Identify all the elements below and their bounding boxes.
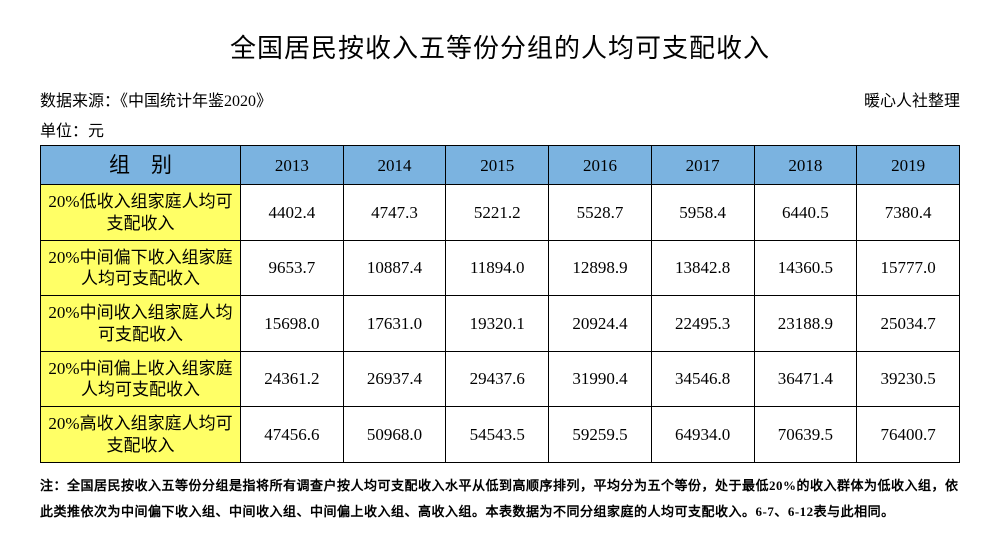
table-header-row: 组 别 2013 2014 2015 2016 2017 2018 2019	[41, 146, 960, 185]
page-title: 全国居民按收入五等份分组的人均可支配收入	[40, 28, 960, 65]
cell-value: 4747.3	[343, 185, 446, 241]
cell-value: 47456.6	[241, 407, 344, 463]
group-header: 组 别	[41, 146, 241, 185]
year-header: 2014	[343, 146, 446, 185]
cell-value: 34546.8	[651, 351, 754, 407]
cell-value: 70639.5	[754, 407, 857, 463]
row-label: 20%中间偏上收入组家庭人均可支配收入	[41, 351, 241, 407]
cell-value: 5221.2	[446, 185, 549, 241]
cell-value: 36471.4	[754, 351, 857, 407]
table-body: 20%低收入组家庭人均可支配收入4402.44747.35221.25528.7…	[41, 185, 960, 463]
source-label: 数据来源：《中国统计年鉴2020》	[40, 87, 272, 111]
row-label: 20%中间收入组家庭人均可支配收入	[41, 296, 241, 352]
year-header: 2017	[651, 146, 754, 185]
cell-value: 39230.5	[857, 351, 960, 407]
cell-value: 6440.5	[754, 185, 857, 241]
cell-value: 59259.5	[549, 407, 652, 463]
table-row: 20%中间偏下收入组家庭人均可支配收入9653.710887.411894.01…	[41, 240, 960, 296]
cell-value: 64934.0	[651, 407, 754, 463]
year-header: 2018	[754, 146, 857, 185]
cell-value: 20924.4	[549, 296, 652, 352]
compiler-label: 暖心人社整理	[864, 87, 960, 111]
cell-value: 50968.0	[343, 407, 446, 463]
cell-value: 4402.4	[241, 185, 344, 241]
footnote-text: 全国居民按收入五等份分组是指将所有调查户按人均可支配收入水平从低到高顺序排列，平…	[40, 478, 959, 519]
meta-row: 数据来源：《中国统计年鉴2020》 暖心人社整理	[40, 87, 960, 111]
cell-value: 54543.5	[446, 407, 549, 463]
table-row: 20%高收入组家庭人均可支配收入47456.650968.054543.5592…	[41, 407, 960, 463]
page-container: 全国居民按收入五等份分组的人均可支配收入 数据来源：《中国统计年鉴2020》 暖…	[0, 0, 1000, 535]
cell-value: 14360.5	[754, 240, 857, 296]
cell-value: 15698.0	[241, 296, 344, 352]
cell-value: 25034.7	[857, 296, 960, 352]
cell-value: 26937.4	[343, 351, 446, 407]
cell-value: 10887.4	[343, 240, 446, 296]
cell-value: 9653.7	[241, 240, 344, 296]
cell-value: 5528.7	[549, 185, 652, 241]
table-row: 20%低收入组家庭人均可支配收入4402.44747.35221.25528.7…	[41, 185, 960, 241]
unit-label: 单位：元	[40, 117, 960, 141]
year-header: 2016	[549, 146, 652, 185]
year-header: 2013	[241, 146, 344, 185]
income-table: 组 别 2013 2014 2015 2016 2017 2018 2019 2…	[40, 145, 960, 463]
row-label: 20%中间偏下收入组家庭人均可支配收入	[41, 240, 241, 296]
cell-value: 13842.8	[651, 240, 754, 296]
cell-value: 17631.0	[343, 296, 446, 352]
table-row: 20%中间收入组家庭人均可支配收入15698.017631.019320.120…	[41, 296, 960, 352]
cell-value: 15777.0	[857, 240, 960, 296]
cell-value: 29437.6	[446, 351, 549, 407]
year-header: 2015	[446, 146, 549, 185]
cell-value: 23188.9	[754, 296, 857, 352]
cell-value: 31990.4	[549, 351, 652, 407]
year-header: 2019	[857, 146, 960, 185]
footnote: 注：全国居民按收入五等份分组是指将所有调查户按人均可支配收入水平从低到高顺序排列…	[40, 473, 960, 525]
row-label: 20%高收入组家庭人均可支配收入	[41, 407, 241, 463]
cell-value: 22495.3	[651, 296, 754, 352]
cell-value: 12898.9	[549, 240, 652, 296]
cell-value: 5958.4	[651, 185, 754, 241]
row-label: 20%低收入组家庭人均可支配收入	[41, 185, 241, 241]
footnote-prefix: 注：	[40, 478, 67, 493]
cell-value: 19320.1	[446, 296, 549, 352]
cell-value: 76400.7	[857, 407, 960, 463]
cell-value: 24361.2	[241, 351, 344, 407]
cell-value: 11894.0	[446, 240, 549, 296]
cell-value: 7380.4	[857, 185, 960, 241]
table-row: 20%中间偏上收入组家庭人均可支配收入24361.226937.429437.6…	[41, 351, 960, 407]
